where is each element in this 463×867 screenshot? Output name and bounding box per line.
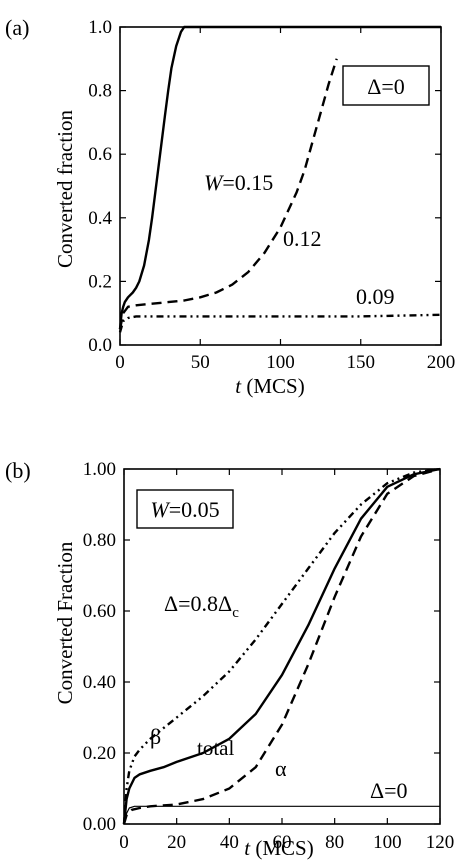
panel-a-series-line-0 <box>118 25 441 330</box>
panel-b-y-tick-label: 0.80 <box>83 530 116 551</box>
panel-a-x-tick-label: 50 <box>191 352 210 373</box>
panel-b-legend-box <box>136 489 234 529</box>
panel-b-y-tick-label: 0.60 <box>83 601 116 622</box>
panel-b-x-tick-label: 40 <box>220 832 239 853</box>
panel-b-y-tick-label: 0.40 <box>83 672 116 693</box>
panel-b-series-label-beta: β <box>150 724 161 749</box>
panel-b-series-line-2 <box>122 467 441 825</box>
panel-b-delta-annotation: Δ=0.8Δc <box>164 591 239 621</box>
panel-b-y-axis-label: Converted Fraction <box>53 541 77 704</box>
panel-b-x-tick-label: 0 <box>119 832 129 853</box>
panel-a-series-line-1 <box>118 58 338 330</box>
panel-b-label: (b) <box>5 458 31 483</box>
panel-a-series-label-009: 0.09 <box>356 284 395 309</box>
panel-b-x-tick-label: 20 <box>167 832 186 853</box>
panel-a-series-line-2 <box>118 313 442 333</box>
panel-b-x-tick-label: 120 <box>426 832 455 853</box>
panel-a-legend-box <box>342 65 430 106</box>
panel-b-x-tick-label: 60 <box>273 832 292 853</box>
panel-b-x-tick-label: 80 <box>325 832 344 853</box>
panel-a-plot-frame <box>119 26 442 346</box>
panel-b-delta-zero-label: Δ=0 <box>370 778 408 803</box>
panel-a-x-axis-label: t (MCS) <box>235 374 304 398</box>
panel-a-y-tick-label: 0.8 <box>88 81 112 102</box>
panel-a-legend-text: Δ=0 <box>367 74 405 99</box>
panel-b-series-line-1 <box>122 467 441 825</box>
panel-b-series-label-alpha: α <box>275 756 287 781</box>
panel-a-x-tick-label: 0 <box>115 352 125 373</box>
panel-a-x-tick-label: 200 <box>427 352 456 373</box>
panel-a-label: (a) <box>5 15 29 40</box>
panel-a-series-label-w015: W=0.15 <box>204 170 273 195</box>
panel-a-x-tick-label: 100 <box>266 352 295 373</box>
panel-b: (b) Converted Fraction t (MCS) 0 20 40 60 80… <box>5 458 454 860</box>
panel-a: (a) Converted fraction t (MCS) 0 50 100 150… <box>5 15 455 398</box>
panel-a-ticks: 0 50 100 150 200 0.0 0.2 0.4 0.6 0.8 1.0 <box>88 17 455 373</box>
panel-b-y-tick-label: 0.00 <box>83 814 116 835</box>
panel-b-x-axis-label: t (MCS) <box>244 836 313 860</box>
panel-a-y-axis-label: Converted fraction <box>53 109 77 268</box>
panel-b-series-line-0 <box>122 467 441 825</box>
panel-a-lines <box>118 25 442 333</box>
panel-b-x-tick-label: 100 <box>373 832 402 853</box>
panel-a-y-tick-label: 0.4 <box>88 208 112 229</box>
panel-b-y-tick-label: 1.00 <box>83 459 116 480</box>
panel-b-lines <box>122 467 441 825</box>
panel-a-x-tick-label: 150 <box>347 352 376 373</box>
panel-b-y-tick-label: 0.20 <box>83 743 116 764</box>
panel-b-legend-text: W=0.05 <box>150 497 219 522</box>
panel-b-series-line-3 <box>123 805 440 825</box>
panel-a-y-tick-label: 0.6 <box>88 144 112 165</box>
panel-a-y-tick-label: 0.2 <box>88 271 112 292</box>
panel-b-plot-frame <box>123 468 441 825</box>
panel-b-ticks: 0 20 40 60 80 100 120 0.00 0.20 0.40 0.60 0.80 1.00 <box>83 459 455 853</box>
panel-b-series-label-total: total <box>197 736 234 760</box>
panel-a-series-label-012: 0.12 <box>283 226 322 251</box>
panel-a-y-tick-label: 1.0 <box>88 17 112 38</box>
panel-a-y-tick-label: 0.0 <box>88 335 112 356</box>
